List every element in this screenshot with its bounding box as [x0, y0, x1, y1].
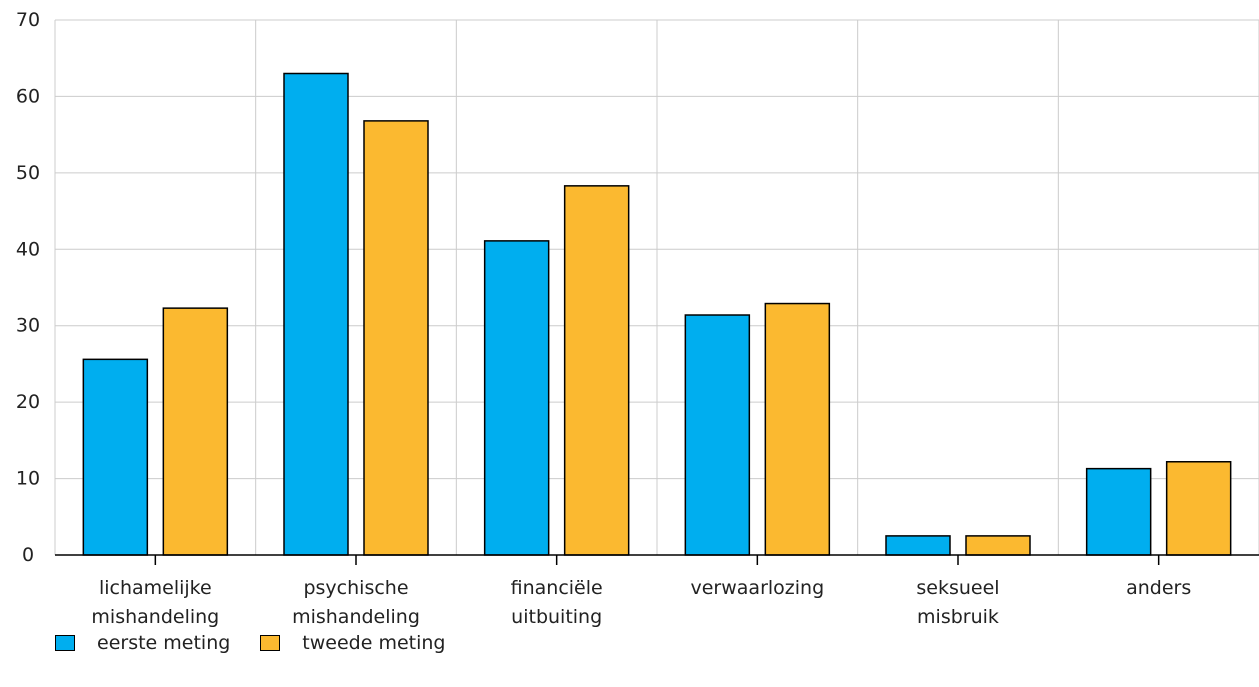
- bar-series-1-cat-1: [82, 358, 149, 556]
- legend-label-series-2: tweede meting: [302, 632, 446, 654]
- y-axis-ticks: 0 10 20 30 40 50 60 70: [16, 9, 40, 566]
- gridlines: [54, 19, 1259, 555]
- x-tick-label-4: verwaarlozing: [691, 577, 825, 599]
- legend: eerste meting tweede meting: [55, 632, 475, 654]
- bar-series-2-cat-1: [162, 307, 229, 556]
- bar-series-2-cat-4: [764, 302, 831, 556]
- bar-series-2-cat-6: [1165, 461, 1232, 556]
- bar-series-1-cat-3: [483, 240, 550, 556]
- x-tick-label-6: anders: [1126, 577, 1191, 599]
- y-tick-label-70: 70: [16, 9, 40, 31]
- bar-series-1-cat-6: [1085, 467, 1152, 556]
- y-tick-label-0: 0: [22, 544, 34, 566]
- bar-series-1-cat-4: [684, 314, 751, 556]
- bar-series-1-cat-2: [283, 72, 349, 556]
- x-tick-label-3: financiële uitbuiting: [511, 577, 603, 628]
- bar-series-2-cat-2: [363, 120, 429, 556]
- bar-series-2-cat-3: [563, 185, 630, 556]
- bars: [82, 72, 1232, 556]
- legend-item-series-2: tweede meting: [260, 632, 445, 654]
- y-tick-label-10: 10: [16, 468, 40, 490]
- x-tick-label-2: psychische mishandeling: [292, 577, 420, 628]
- x-tick-label-1: lichamelijke mishandeling: [91, 577, 219, 628]
- x-tick-label-5: seksueel misbruik: [916, 577, 999, 628]
- bar-series-2-cat-5: [965, 535, 1031, 556]
- legend-swatch-series-2: [260, 635, 281, 651]
- legend-label-series-1: eerste meting: [97, 632, 231, 654]
- y-tick-label-50: 50: [16, 162, 40, 184]
- y-tick-label-40: 40: [16, 238, 40, 260]
- bar-series-1-cat-5: [885, 535, 951, 556]
- y-tick-label-20: 20: [16, 391, 40, 413]
- y-tick-label-30: 30: [16, 315, 40, 337]
- legend-swatch-series-1: [55, 635, 75, 651]
- y-tick-label-60: 60: [16, 85, 40, 107]
- legend-item-series-1: eerste meting: [55, 632, 230, 654]
- x-axis: lichamelijke mishandeling psychische mishan…: [55, 554, 1259, 628]
